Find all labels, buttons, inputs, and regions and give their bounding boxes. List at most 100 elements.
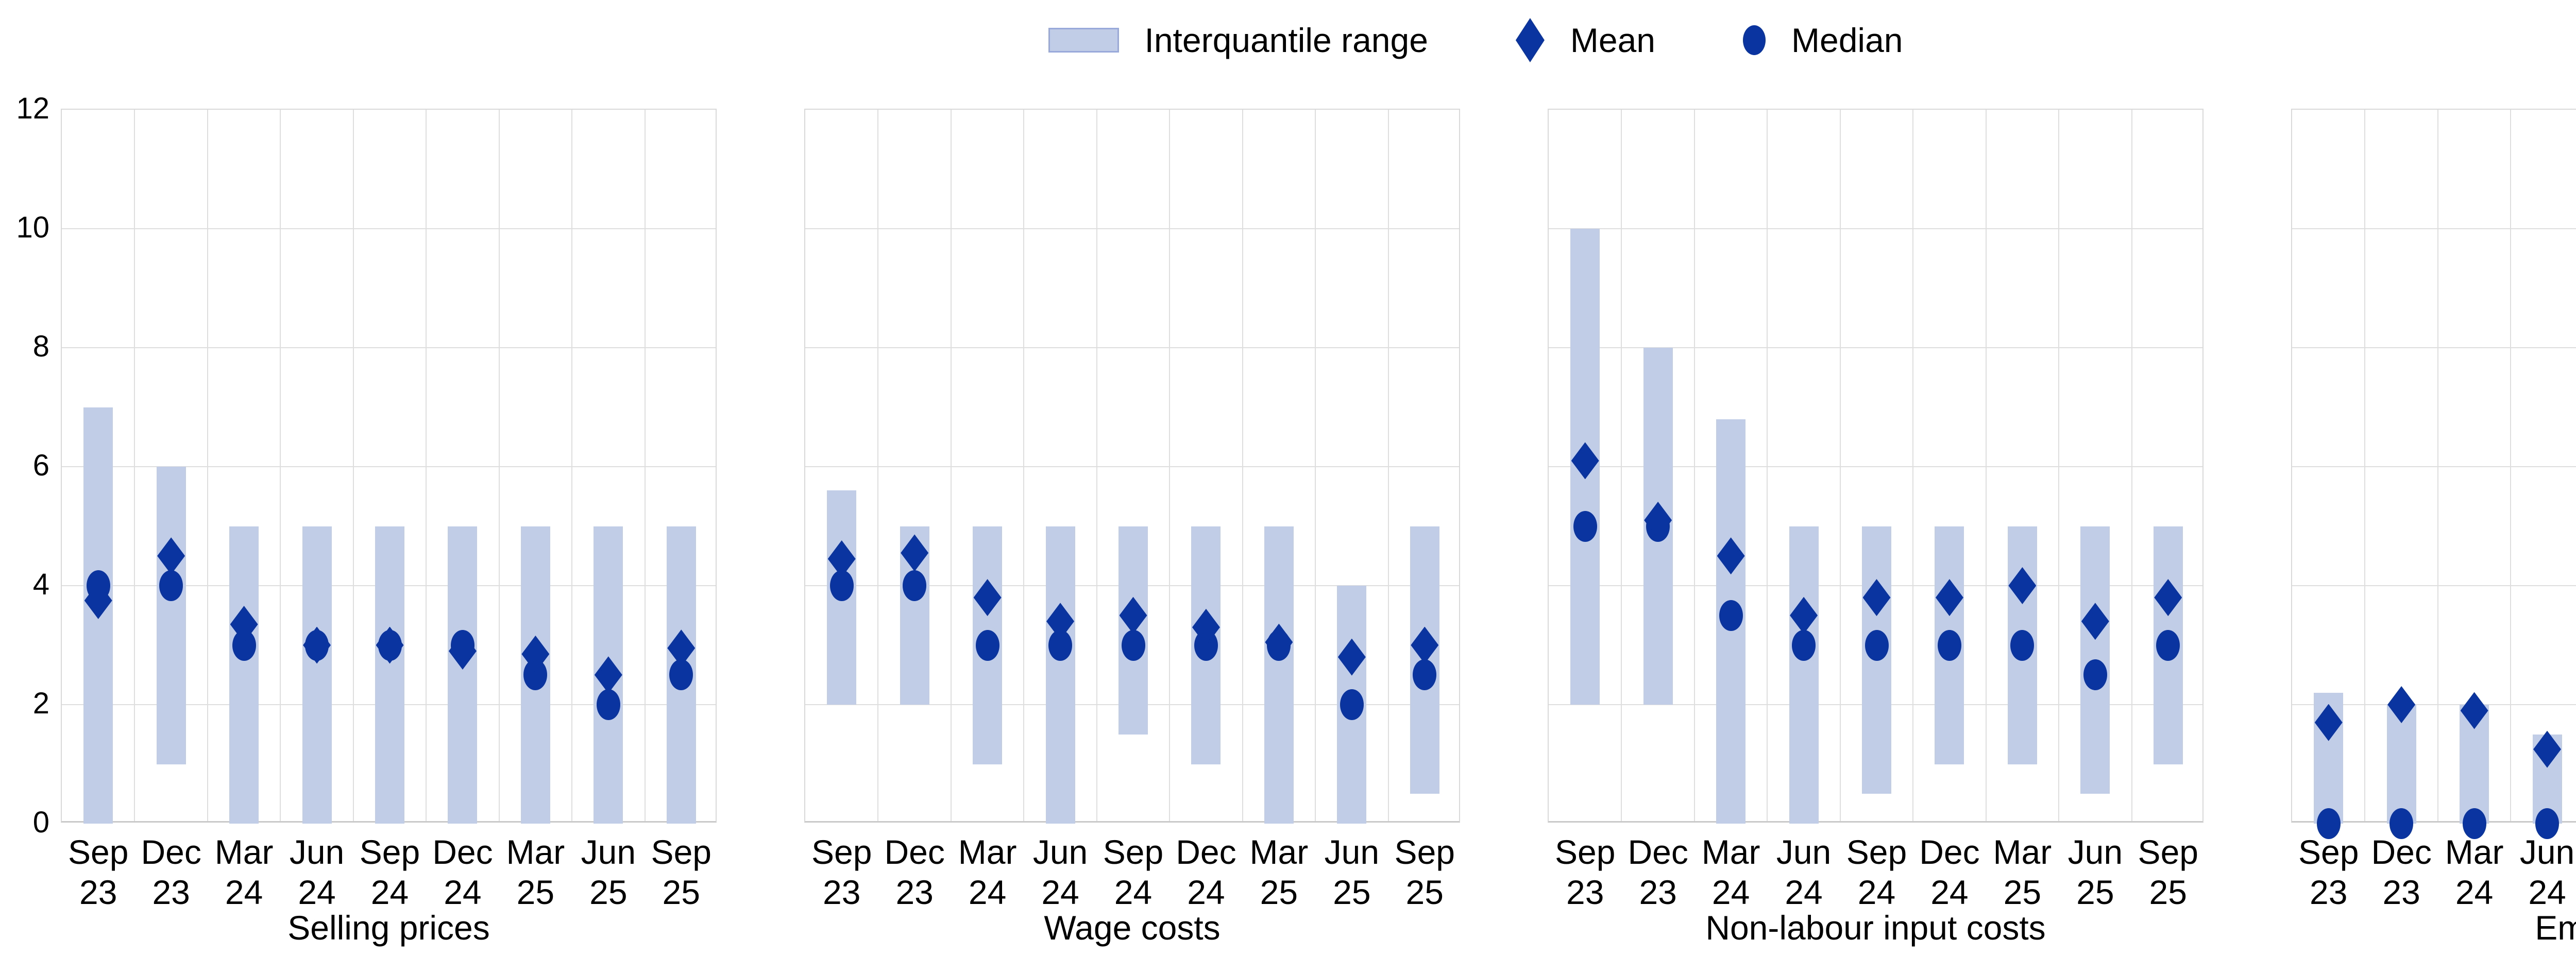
x-tick-label: Sep 24	[1103, 833, 1164, 911]
interquantile-range-bar	[448, 526, 478, 824]
v-gridline	[134, 110, 135, 821]
median-marker	[2083, 659, 2107, 691]
v-gridline	[2364, 110, 2366, 821]
median-marker	[1573, 510, 1597, 542]
median-marker	[2316, 808, 2341, 839]
x-tick-label: Jun 25	[1324, 833, 1380, 911]
x-tick-label: Mar 24	[2445, 833, 2504, 911]
y-tick-label: 12	[16, 92, 49, 125]
median-marker	[903, 570, 927, 601]
interquantile-range-bar	[302, 526, 332, 824]
interquantile-range-bar	[375, 526, 404, 824]
legend: Interquantile range Mean Median	[0, 14, 2576, 66]
panel-caption: Non-labour input costs	[1705, 909, 2046, 947]
x-tick-label: Dec 23	[884, 833, 945, 911]
legend-item-interquantile-range: Interquantile range	[1048, 21, 1428, 60]
panel-selling-prices: Sep 23 Dec 23 Mar 24 Jun 24 Sep 24 Dec 24 Mar …	[61, 109, 717, 947]
x-tick-label: Mar 24	[958, 833, 1017, 911]
h-gridline	[62, 228, 716, 229]
median-marker	[1121, 629, 1145, 661]
v-gridline	[280, 110, 281, 821]
v-gridline	[1387, 110, 1389, 821]
v-gridline	[352, 110, 354, 821]
interquantile-range-bar	[229, 526, 259, 824]
v-gridline	[426, 110, 427, 821]
y-tick-label: 0	[32, 806, 49, 839]
x-tick-label: Dec 23	[1628, 833, 1688, 911]
x-tick-label: Sep 23	[2298, 833, 2359, 911]
panel-caption: Selling prices	[287, 909, 490, 947]
median-marker	[2535, 808, 2560, 839]
median-marker	[1937, 629, 1961, 661]
x-tick-label: Sep 25	[651, 833, 711, 911]
v-gridline	[1693, 110, 1695, 821]
x-tick-label: Mar 24	[214, 833, 274, 911]
x-tick-label: Jun 24	[2519, 833, 2575, 911]
h-gridline	[1549, 228, 2202, 229]
x-tick-label: Mar 25	[1993, 833, 2052, 911]
h-gridline	[2292, 585, 2576, 586]
x-tick-label: Sep 23	[811, 833, 872, 911]
range-box-icon	[1048, 28, 1119, 53]
interquantile-range-bar	[2386, 705, 2416, 824]
h-gridline	[62, 347, 716, 348]
median-marker	[2389, 808, 2414, 839]
v-gridline	[2510, 110, 2512, 821]
panel-caption: Employees	[2535, 909, 2576, 947]
x-tick-label: Dec 24	[1176, 833, 1236, 911]
h-gridline	[805, 228, 1459, 229]
median-marker	[596, 689, 620, 720]
x-tick-label: Dec 23	[2371, 833, 2432, 911]
y-tick-label: 4	[32, 568, 49, 601]
median-marker	[2156, 629, 2180, 661]
v-gridline	[2058, 110, 2060, 821]
y-tick-label: 2	[32, 687, 49, 720]
median-marker	[1340, 689, 1364, 720]
legend-label: Mean	[1570, 21, 1656, 59]
median-marker	[1719, 600, 1743, 631]
x-tick-label: Jun 24	[1776, 833, 1832, 911]
x-tick-label: Jun 25	[2067, 833, 2123, 911]
h-gridline	[2292, 466, 2576, 467]
x-tick-label: Sep 23	[68, 833, 129, 911]
median-marker	[975, 629, 999, 661]
v-gridline	[644, 110, 646, 821]
median-marker	[2010, 629, 2035, 661]
panel-wage-costs: Sep 23 Dec 23 Mar 24 Jun 24 Sep 24 Dec 24 Mar …	[804, 109, 1460, 947]
h-gridline	[62, 466, 716, 467]
x-tick-label: Sep 25	[2138, 833, 2198, 911]
v-gridline	[498, 110, 500, 821]
y-tick-label: 6	[32, 449, 49, 482]
h-gridline	[1549, 347, 2202, 348]
v-gridline	[571, 110, 573, 821]
h-gridline	[2292, 704, 2576, 705]
median-marker	[159, 570, 183, 601]
v-gridline	[1242, 110, 1243, 821]
h-gridline	[805, 466, 1459, 467]
h-gridline	[2292, 347, 2576, 348]
v-gridline	[877, 110, 879, 821]
v-gridline	[207, 110, 208, 821]
x-tick-label: Sep 24	[1846, 833, 1907, 911]
x-tick-label: Sep 25	[1394, 833, 1455, 911]
median-marker	[1865, 629, 1889, 661]
h-gridline	[2292, 228, 2576, 229]
panel-caption: Wage costs	[1044, 909, 1221, 947]
v-gridline	[1839, 110, 1841, 821]
y-tick-label: 8	[32, 330, 49, 363]
x-tick-label: Mar 25	[506, 833, 565, 911]
interquantile-range-bar	[1045, 526, 1075, 824]
median-marker	[1792, 629, 1816, 661]
v-gridline	[2437, 110, 2438, 821]
x-tick-label: Dec 24	[432, 833, 493, 911]
legend-label: Median	[1791, 21, 1903, 59]
legend-item-median: Median	[1743, 21, 1903, 60]
v-gridline	[1096, 110, 1097, 821]
circle-icon	[1743, 25, 1766, 55]
v-gridline	[1621, 110, 1622, 821]
v-gridline	[1912, 110, 1914, 821]
x-tick-label: Dec 24	[1919, 833, 1980, 911]
interquantile-range-bar	[156, 467, 186, 764]
x-tick-label: Dec 23	[141, 833, 201, 911]
